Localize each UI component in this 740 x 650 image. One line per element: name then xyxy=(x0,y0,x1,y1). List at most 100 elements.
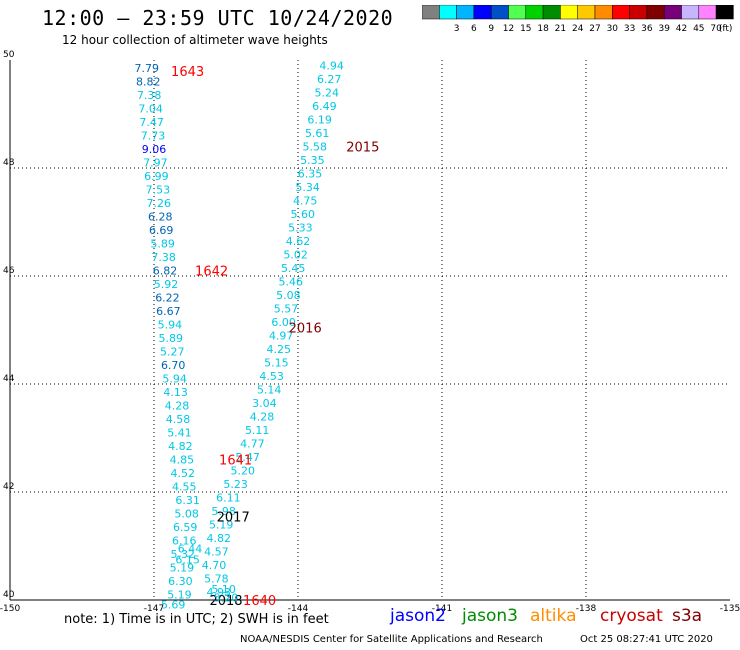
wave-height-value: 5.08 xyxy=(174,508,199,521)
satellite-legend-item: jason3 xyxy=(462,606,518,626)
scale-label: 12 xyxy=(503,24,514,34)
wave-height-value: 5.34 xyxy=(295,181,320,194)
scale-label: 39 xyxy=(658,24,670,34)
wave-height-value: 4.97 xyxy=(269,329,294,342)
wave-height-value: 5.35 xyxy=(300,154,325,167)
wave-height-value: 4.57 xyxy=(204,545,229,558)
wave-height-value: 5.41 xyxy=(167,427,192,440)
wave-height-value: 4.53 xyxy=(259,370,284,383)
pass-label: 2015 xyxy=(346,140,379,155)
x-tick-label: -144 xyxy=(288,604,309,612)
wave-height-value: 7.47 xyxy=(139,116,164,129)
y-tick-label: 48 xyxy=(3,158,15,168)
scale-label: 45 xyxy=(693,24,704,34)
wave-height-value: 4.58 xyxy=(166,413,191,426)
x-tick-label: -138 xyxy=(576,604,597,612)
wave-height-value: 6.41 xyxy=(163,611,188,612)
wave-height-value: 6.11 xyxy=(216,491,241,504)
y-tick-label: 40 xyxy=(3,590,15,600)
wave-height-value: 5.60 xyxy=(291,208,316,221)
wave-height-value: 6.59 xyxy=(173,521,198,534)
wave-height-value: 5.61 xyxy=(305,127,330,140)
wave-height-value: 4.13 xyxy=(163,386,188,399)
wave-height-value: 9.06 xyxy=(142,143,167,156)
wave-height-value: 5.32 xyxy=(171,548,196,561)
wave-height-value: 5.23 xyxy=(223,478,248,491)
wave-height-value: 6.16 xyxy=(172,535,197,548)
y-tick-label: 42 xyxy=(3,482,14,492)
scale-label: 15 xyxy=(520,24,531,34)
footer-timestamp: Oct 25 08:27:41 UTC 2020 xyxy=(580,634,713,645)
scale-label: 30 xyxy=(607,24,619,34)
wave-height-value: 5.10 xyxy=(211,583,236,596)
wave-height-value: 5.45 xyxy=(281,262,306,275)
scale-label: 18 xyxy=(537,24,549,34)
wave-height-value: 4.94 xyxy=(319,59,344,72)
wave-height-value: 5.19 xyxy=(209,518,234,531)
scale-label: 24 xyxy=(572,24,584,34)
wave-height-value: 4.70 xyxy=(202,559,227,572)
scale-label: 9 xyxy=(488,24,494,34)
wave-height-value: 4.82 xyxy=(168,440,193,453)
wave-height-value: 4.93 xyxy=(207,586,232,599)
scale-label: 3 xyxy=(454,24,460,34)
wave-height-value: 5.94 xyxy=(158,319,183,332)
scale-swatch xyxy=(715,5,734,20)
wave-height-value: 6.99 xyxy=(144,170,169,183)
wave-height-value: 5.89 xyxy=(159,332,184,345)
wave-height-value: 5.08 xyxy=(276,289,301,302)
x-tick-label: -147 xyxy=(144,604,164,612)
wave-height-value: 6.35 xyxy=(298,167,323,180)
pass-label: 2018 xyxy=(209,594,242,609)
wave-height-value: 5.15 xyxy=(264,356,289,369)
wave-height-value: 6.70 xyxy=(161,359,186,372)
scale-label: 42 xyxy=(676,24,687,34)
y-tick-label: 44 xyxy=(3,374,15,384)
wave-height-value: 5.58 xyxy=(303,140,328,153)
wave-height-value: 5.57 xyxy=(274,302,299,315)
wave-height-value: 4.28 xyxy=(250,410,275,423)
pass-label: 1640 xyxy=(243,594,276,609)
wave-height-value: 5.19 xyxy=(170,562,195,575)
wave-height-value: 4.55 xyxy=(172,481,197,494)
wave-height-value: 7.26 xyxy=(147,197,172,210)
wave-height-value: 5.47 xyxy=(235,451,260,464)
wave-height-value: 6.22 xyxy=(155,292,180,305)
wave-height-value: 5.02 xyxy=(283,248,308,261)
x-tick-label: -135 xyxy=(720,604,740,612)
wave-height-value: 6.27 xyxy=(317,73,342,86)
wave-height-value: 4.62 xyxy=(286,235,311,248)
scale-label: 6 xyxy=(471,24,477,34)
x-tick-label: -150 xyxy=(0,604,20,612)
wave-height-value: 5.14 xyxy=(257,383,282,396)
wave-height-value: 4.75 xyxy=(293,194,318,207)
wave-height-value: 6.44 xyxy=(178,543,203,556)
wave-height-value: 7.97 xyxy=(143,157,168,170)
chart-title: 12:00 — 23:59 UTC 10/24/2020 xyxy=(42,6,394,30)
wave-height-value: 7.38 xyxy=(151,251,176,264)
wave-height-value: 5.94 xyxy=(162,373,187,386)
wave-height-value: 5.11 xyxy=(245,424,270,437)
color-scale-legend: 3 6 9 12 15 18 21 24 27 30 33 36 39 42 45 70(ft) xyxy=(422,5,734,34)
wave-height-value: 6.82 xyxy=(153,265,178,278)
footer-note: note: 1) Time is in UTC; 2) SWH is in fe… xyxy=(64,612,329,627)
wave-height-value: 5.98 xyxy=(211,505,236,518)
scale-label: 70 xyxy=(710,24,722,34)
wave-height-value: 4.85 xyxy=(170,454,195,467)
y-tick-label: 50 xyxy=(3,50,15,60)
wave-height-value: 7.04 xyxy=(138,103,163,116)
wave-height-value: 4.52 xyxy=(171,467,196,480)
satellite-legend-item: jason2 xyxy=(390,606,446,626)
wave-height-value: 6.67 xyxy=(156,305,181,318)
wave-height-value: 5.19 xyxy=(167,589,192,602)
scale-unit: (ft) xyxy=(719,24,733,34)
wave-height-value: 6.15 xyxy=(175,554,200,567)
wave-height-value: 4.82 xyxy=(207,532,232,545)
wave-height-value: 5.24 xyxy=(315,86,340,99)
wave-height-value: 7.38 xyxy=(137,89,162,102)
wave-height-value: 5.20 xyxy=(231,464,256,477)
pass-label: 1641 xyxy=(219,454,252,469)
y-tick-label: 46 xyxy=(3,266,15,276)
footer-credit: NOAA/NESDIS Center for Satellite Applica… xyxy=(240,634,543,645)
